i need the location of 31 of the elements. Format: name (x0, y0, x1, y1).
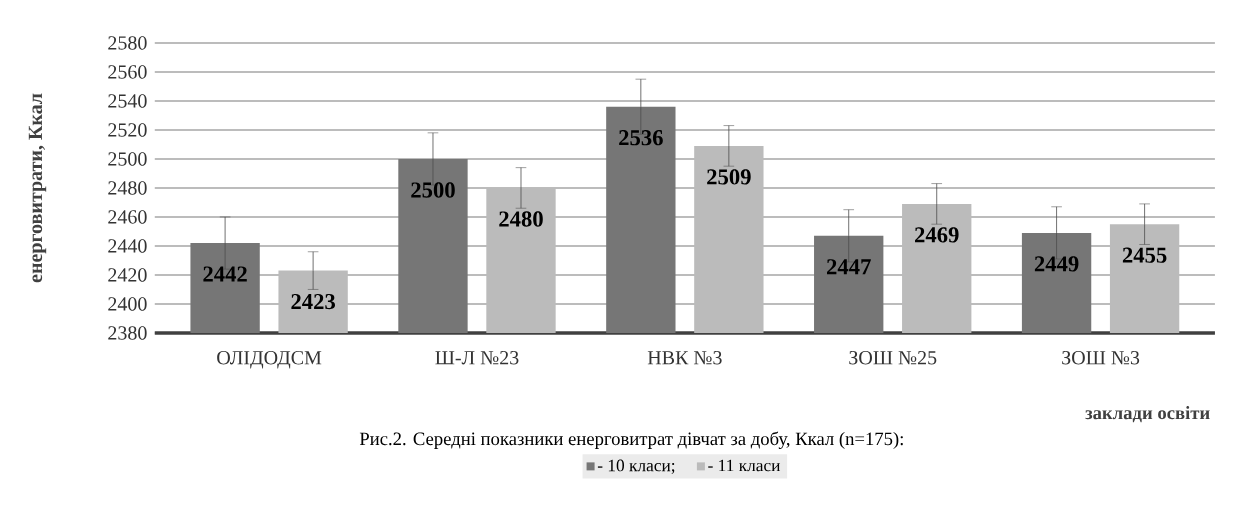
y-tick-label: 2500 (108, 152, 147, 166)
y-tick-label: 2400 (108, 297, 147, 311)
data-label: 2469 (915, 227, 959, 243)
y-tick-label: 2520 (108, 123, 147, 137)
y-tick-label: 2480 (108, 181, 147, 195)
legend-label: - 10 класи; (597, 459, 675, 474)
data-label: 2447 (827, 259, 871, 275)
y-tick-label: 2380 (108, 326, 147, 340)
x-tick-label: Ш-Л №23 (435, 350, 519, 365)
text: Рис.2. Середні показники енерговитрат дівчат за добу, Ккал (n=175): (359, 431, 903, 449)
x-tick-label: НВК №3 (647, 350, 722, 365)
data-label: 2480 (499, 211, 543, 227)
data-label: 2500 (411, 182, 455, 198)
x-axis-title: заклади освіти (1085, 406, 1210, 423)
y-axis-title: енерговитрати, Ккал (28, 93, 47, 283)
data-label: 2509 (707, 169, 751, 185)
y-tick-label: 2420 (108, 268, 147, 282)
x-tick-label: ОЛІДОДСМ (217, 350, 322, 369)
data-label: 2423 (291, 293, 336, 310)
legend-label: - 11 класи (708, 459, 781, 472)
y-tick-label: 2580 (108, 36, 147, 50)
y-tick-label: 2560 (108, 65, 147, 79)
x-tick-label: ЗОШ №25 (849, 350, 937, 365)
y-tick-label: 2460 (108, 210, 147, 224)
data-label: 2536 (619, 130, 663, 146)
data-label: 2442 (203, 266, 247, 282)
x-tick-label: ЗОШ №3 (1062, 350, 1140, 365)
y-tick-label: 2540 (108, 94, 147, 108)
y-tick-label: 2440 (108, 239, 147, 253)
data-label: 2449 (1034, 256, 1079, 272)
data-label: 2455 (1122, 247, 1167, 263)
